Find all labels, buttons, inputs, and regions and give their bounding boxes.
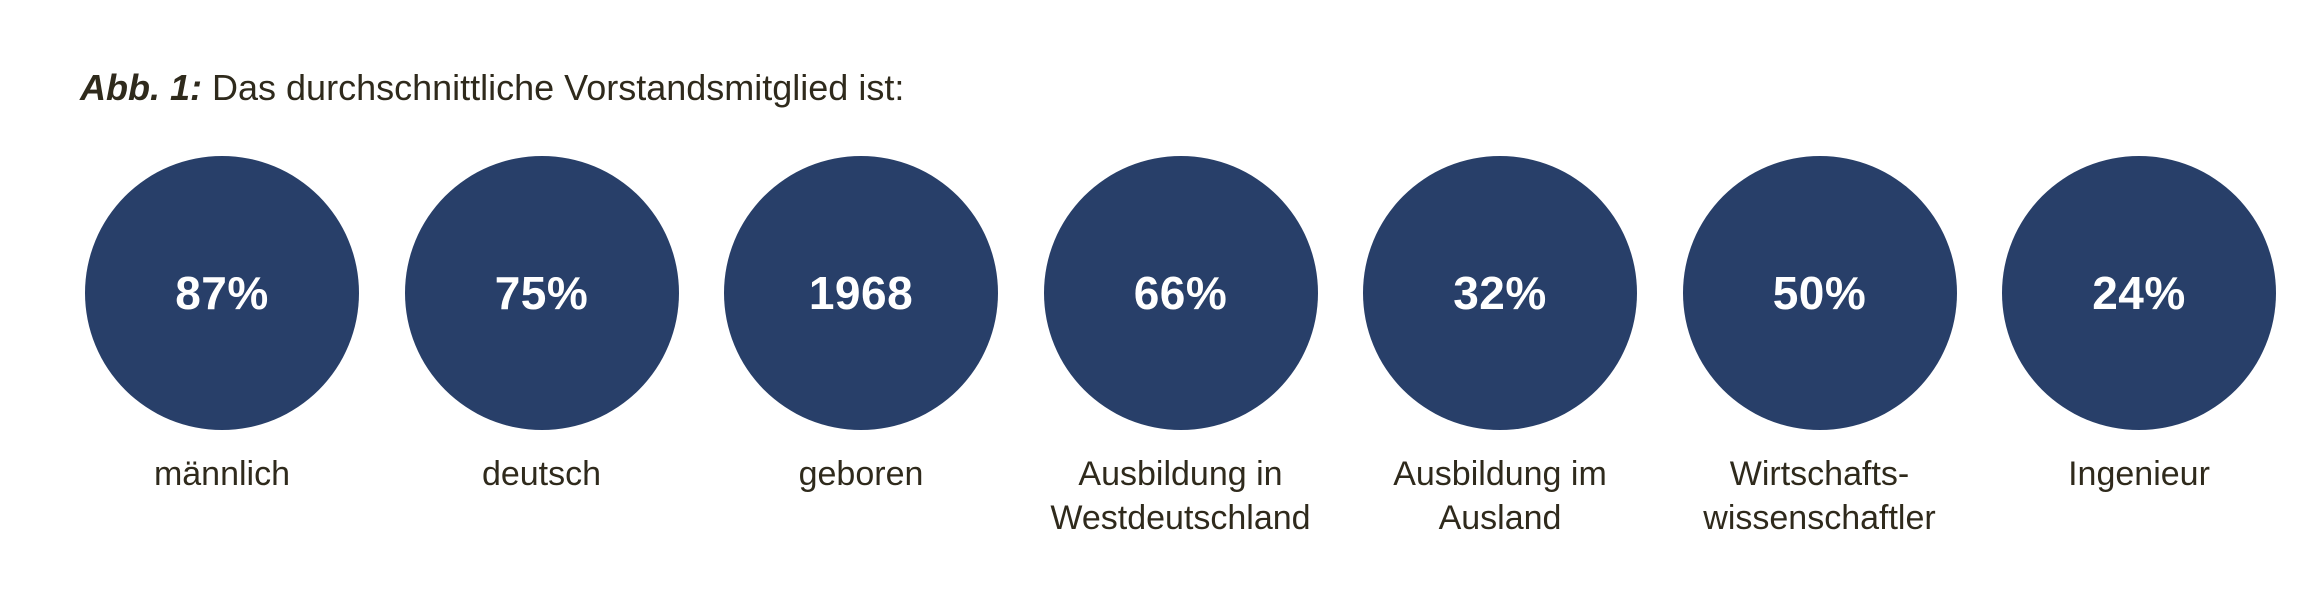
stat-label: Ingenieur [1979,452,2299,496]
stat-label-line: Westdeutschland [1050,499,1311,537]
stat-circle: 66% [1043,156,1318,430]
stat-label: Ausbildung in Westdeutschland [1021,452,1341,540]
stat-value: 50% [1772,267,1867,319]
stat-circle: 1968 [724,156,998,430]
stat-item: 1968 geboren [701,156,1021,496]
stat-value: 1968 [808,267,914,319]
stat-label-line: wissenschaftler [1703,499,1936,537]
stat-value: 87% [175,267,269,319]
stat-circle: 24% [2002,156,2276,430]
stat-label: Wirtschafts-wissenschaftler [1660,452,1980,540]
stat-label: geboren [701,452,1021,496]
stat-item: 24% Ingenieur [1979,156,2299,496]
stat-item: 66% Ausbildung in Westdeutschland [1021,156,1341,540]
stat-label-line: geboren [798,455,924,493]
stat-circle: 75% [404,156,679,430]
caption-label: Abb. 1: [80,67,202,108]
figure-caption: Abb. 1: Das durchschnittliche Vorstandsm… [80,66,904,110]
stat-value: 24% [2092,267,2186,319]
stat-label-line: Ausbildung in [1078,455,1283,493]
stat-label-line: deutsch [481,455,602,493]
stat-circle: 32% [1363,156,1637,430]
stat-label: männlich [62,452,382,496]
stat-label: deutsch [382,452,702,496]
stat-value: 66% [1133,267,1228,319]
stat-label-line: männlich [153,455,291,493]
stat-label-line: Wirtschafts- [1729,455,1910,493]
stat-label-line: Ausland [1438,499,1562,537]
stat-value: 75% [494,267,589,319]
stat-item: 87% männlich [62,156,382,496]
stat-item: 32% Ausbildung im Ausland [1340,156,1660,540]
stat-label: Ausbildung im Ausland [1340,452,1660,540]
stat-circle: 50% [1682,156,1957,430]
stat-value: 32% [1453,267,1547,319]
stat-label-line: Ausbildung im [1393,455,1607,493]
caption-text: Das durchschnittliche Vorstandsmitglied … [212,67,905,108]
stat-item: 50% Wirtschafts-wissenschaftler [1660,156,1980,540]
stat-label-line: Ingenieur [2068,455,2210,493]
stat-circle: 87% [85,156,359,430]
stat-item: 75% deutsch [382,156,702,496]
